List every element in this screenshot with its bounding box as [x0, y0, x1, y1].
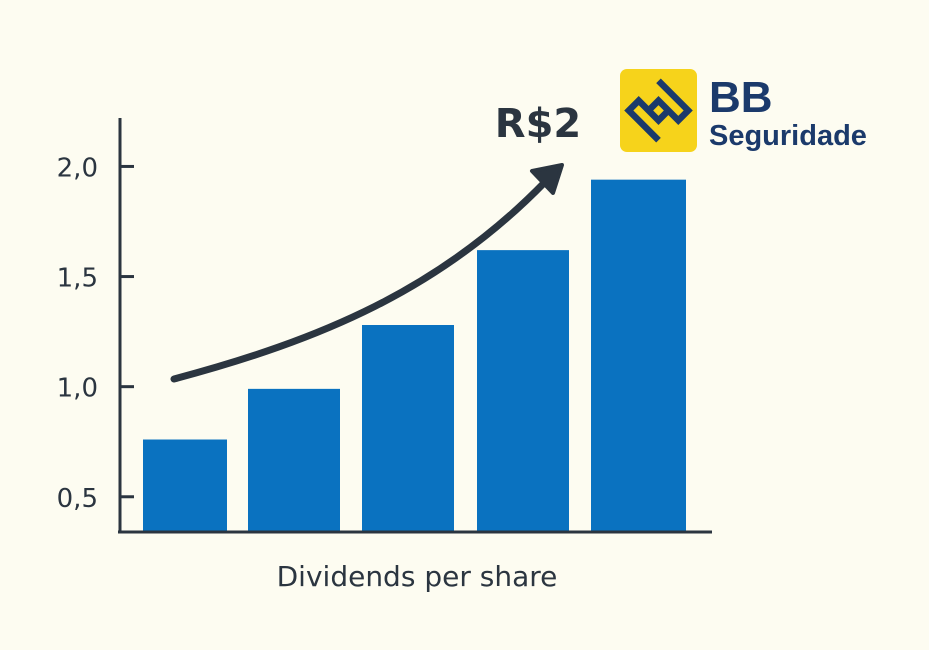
logo-line1: BB	[709, 73, 773, 122]
trend-arrow	[170, 178, 549, 383]
logo-line2: Seguridade	[709, 120, 867, 152]
brand-logo: BB Seguridade	[620, 69, 867, 152]
y-tick-label: 2,0	[57, 153, 98, 183]
bar-3	[362, 325, 454, 532]
x-axis-label: Dividends per share	[277, 560, 558, 593]
bar-4	[477, 250, 569, 532]
bar-2	[248, 388, 340, 532]
trend-arrow-head	[530, 163, 564, 195]
y-tick-label: 1,0	[57, 374, 98, 404]
y-tick-label: 0,5	[57, 484, 98, 514]
bars-layer	[143, 179, 686, 532]
bar-1	[143, 439, 227, 532]
bar-5	[591, 179, 686, 532]
logo-symbol	[624, 78, 693, 143]
annotation-label: R$2	[495, 101, 581, 147]
y-tick-label: 1,5	[57, 264, 98, 294]
banco-do-brasil-logo-icon	[620, 69, 697, 152]
y-ticks-layer: 0,5 1,0 1,5 2,0	[57, 153, 134, 514]
